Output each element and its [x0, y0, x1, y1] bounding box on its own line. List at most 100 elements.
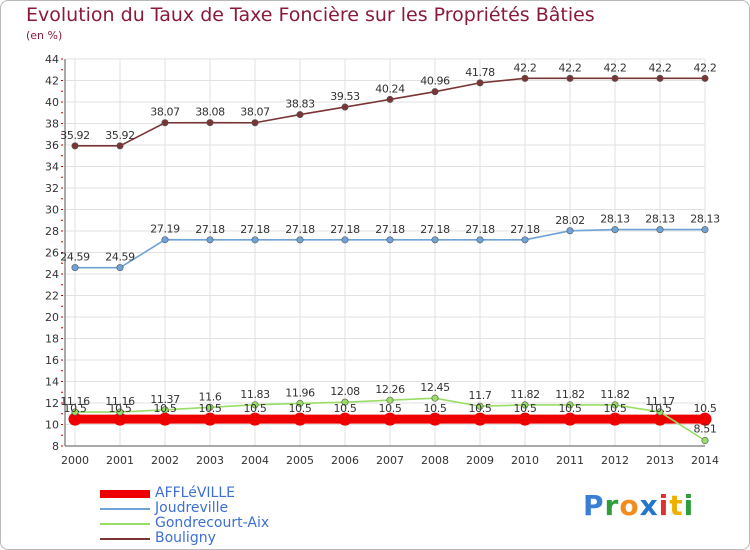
- x-tick-label: 2011: [556, 454, 584, 467]
- legend-label: Joudreville: [155, 500, 229, 516]
- series-point-0: [473, 412, 487, 426]
- data-label: 10.5: [154, 402, 177, 415]
- legend-label: Bouligny: [155, 530, 216, 546]
- x-tick-label: 2010: [511, 454, 539, 467]
- brand-letter: i: [658, 489, 670, 522]
- data-label: 27.18: [195, 223, 225, 236]
- series-point-1: [521, 236, 529, 244]
- series-point-0: [293, 412, 307, 426]
- legend-label: Gondrecourt-Aix: [155, 515, 270, 531]
- series-point-1: [566, 227, 574, 235]
- y-tick-label: 36: [45, 139, 59, 152]
- legend: AFFLéVILLE Joudreville Gondrecourt-Aix Boul…: [100, 485, 340, 546]
- data-label: 41.78: [465, 66, 495, 79]
- data-label: 8.51: [694, 423, 717, 436]
- series-point-3: [296, 111, 304, 119]
- data-label: 27.19: [150, 223, 180, 236]
- x-tick-label: 2012: [601, 454, 629, 467]
- data-label: 42.2: [694, 61, 717, 74]
- series-point-2: [476, 402, 484, 410]
- series-point-0: [113, 412, 127, 426]
- x-tick-label: 2014: [691, 454, 719, 467]
- y-tick-label: 8: [52, 440, 59, 453]
- series-point-1: [386, 236, 394, 244]
- data-label: 10.5: [514, 402, 537, 415]
- series-point-3: [476, 79, 484, 87]
- series-point-1: [161, 236, 169, 244]
- data-label: 28.13: [600, 213, 630, 226]
- data-label: 10.5: [244, 402, 267, 415]
- brand-logo: Proxiti: [583, 489, 694, 522]
- y-tick-label: 32: [45, 182, 59, 195]
- x-tick-label: 2004: [241, 454, 269, 467]
- x-tick-label: 2006: [331, 454, 359, 467]
- data-label: 10.5: [469, 402, 492, 415]
- y-tick-label: 16: [45, 354, 59, 367]
- data-label: 38.83: [285, 98, 315, 111]
- series-point-2: [611, 401, 619, 409]
- legend-swatch: [100, 523, 150, 525]
- legend-item: Joudreville: [100, 500, 340, 516]
- series-point-1: [701, 226, 709, 234]
- data-label: 28.13: [645, 213, 675, 226]
- data-label: 11.96: [285, 386, 315, 399]
- x-tick-label: 2009: [466, 454, 494, 467]
- data-label: 28.02: [555, 214, 585, 227]
- data-label: 11.7: [469, 389, 492, 402]
- y-tick-label: 14: [45, 376, 59, 389]
- data-label: 38.07: [150, 106, 180, 119]
- data-label: 10.5: [109, 402, 132, 415]
- data-label: 11.82: [600, 388, 630, 401]
- data-label: 24.59: [60, 251, 90, 264]
- chart-title: Evolution du Taux de Taxe Foncière sur l…: [26, 4, 595, 26]
- data-label: 35.92: [105, 129, 135, 142]
- brand-letter: r: [604, 489, 620, 522]
- y-tick-label: 34: [45, 161, 59, 174]
- x-tick-label: 2005: [286, 454, 314, 467]
- data-label: 10.5: [199, 402, 222, 415]
- brand-letter: i: [683, 489, 695, 522]
- series-point-0: [563, 412, 577, 426]
- data-label: 10.5: [604, 402, 627, 415]
- y-tick-label: 22: [45, 290, 59, 303]
- x-tick-label: 2003: [196, 454, 224, 467]
- series-point-2: [341, 398, 349, 406]
- x-tick-label: 2000: [61, 454, 89, 467]
- legend-label: AFFLéVILLE: [155, 485, 236, 501]
- series-point-0: [338, 412, 352, 426]
- series-point-1: [656, 226, 664, 234]
- data-label: 10.5: [379, 402, 402, 415]
- series-point-3: [611, 74, 619, 82]
- data-label: 24.59: [105, 251, 135, 264]
- series-point-1: [341, 236, 349, 244]
- data-label-layer: 10.5 10.5 10.5 10.5 10.5 10.5 10.5 10.5 10.5 10.5…: [60, 61, 720, 435]
- series-point-3: [161, 119, 169, 127]
- y-tick-label: 30: [45, 204, 59, 217]
- series-point-1: [296, 236, 304, 244]
- legend-swatch: [100, 508, 150, 510]
- series-point-1: [611, 226, 619, 234]
- legend-swatch: [100, 538, 150, 540]
- data-label: 10.5: [559, 402, 582, 415]
- series-point-3: [116, 142, 124, 150]
- data-label: 27.18: [465, 223, 495, 236]
- data-label: 11.17: [645, 395, 675, 408]
- data-label: 10.5: [289, 402, 312, 415]
- data-label: 35.92: [60, 129, 90, 142]
- data-label: 12.45: [420, 381, 450, 394]
- brand-letter: x: [639, 489, 659, 522]
- series-point-0: [158, 412, 172, 426]
- series-point-2: [251, 401, 259, 409]
- chart-unit: (en %): [26, 29, 63, 42]
- axis-layer: 8 10 12 14 16 18 20 22 24 26 28 30 32 34 36 38 40 42 44 200…: [45, 53, 719, 467]
- data-label: 10.5: [424, 402, 447, 415]
- y-tick-label: 40: [45, 96, 59, 109]
- series-point-3: [431, 88, 439, 96]
- series-point-3: [386, 95, 394, 103]
- data-label: 39.53: [330, 90, 360, 103]
- series-point-0: [653, 412, 667, 426]
- y-tick-label: 24: [45, 268, 59, 281]
- y-tick-label: 38: [45, 118, 59, 131]
